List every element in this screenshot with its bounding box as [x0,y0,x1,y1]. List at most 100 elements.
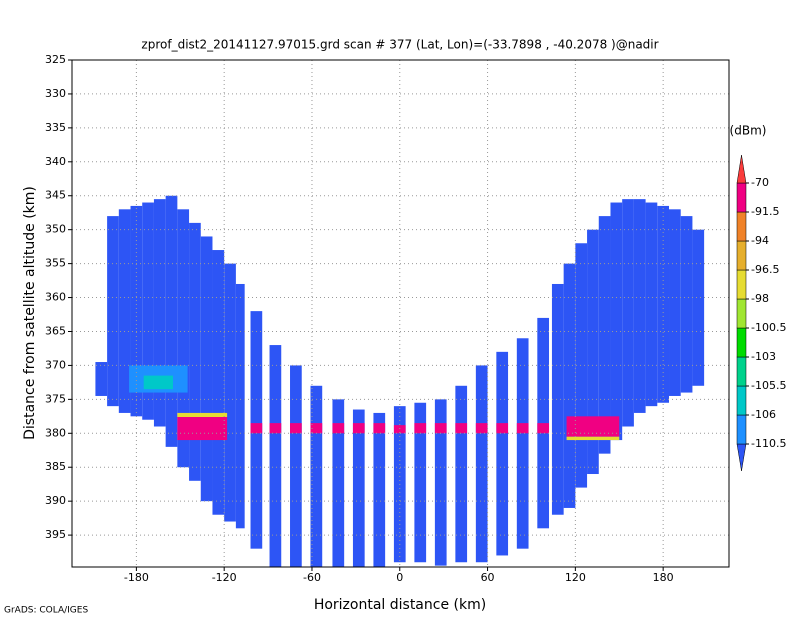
colorbar-segment [736,414,747,445]
swath-cell [290,365,302,567]
swath-cell [130,205,143,417]
y-tick-label: 325 [45,53,66,66]
x-tick-label: -60 [303,571,321,584]
swath-cell [537,423,550,434]
swath-cell [537,317,550,529]
swath-cell [224,263,236,522]
swath-cell [434,423,447,434]
swath-cell [566,416,620,437]
colorbar-segment [736,211,747,242]
footer: GrADS: COLA/IGES [4,606,88,616]
y-tick-label: 365 [45,324,66,337]
colorbar-unit: (dBm) [730,124,767,138]
swath-cell [235,283,245,529]
swath-cell [622,199,634,427]
swath-cell [177,209,190,468]
colorbar-label: -98 [751,292,769,305]
x-tick-label: 180 [653,571,674,584]
y-tick-label: 355 [45,257,66,270]
colorbar-segment [736,182,747,213]
x-tick-label: 120 [565,571,586,584]
swath-cell [669,209,681,396]
colorbar-label: -105.5 [751,379,786,392]
swath-cell [455,423,468,434]
colorbar-label: -96.5 [751,263,779,276]
colorbar-label: -100.5 [751,321,786,334]
swath-cell [598,216,611,454]
colorbar-segment [736,298,747,329]
swath-cell [269,345,282,567]
swath-cell [516,423,529,434]
colorbar-label: -94 [751,234,769,247]
swath-cell [352,423,365,434]
colorbar-label: -110.5 [751,437,786,450]
colorbar-label: -106 [751,408,776,421]
swath-cell [645,202,658,407]
y-tick-label: 370 [45,358,66,371]
swath-cell [352,409,365,567]
swath-cell [310,385,323,567]
swath-cell [332,423,345,434]
swath-cell [200,236,213,502]
colorbar-segment [736,327,747,358]
swath-cell [189,222,201,481]
swath-cell [551,283,564,515]
swath-cell [332,399,345,567]
swath-cell [95,362,108,396]
colorbar-segment [736,240,747,271]
y-tick-label: 360 [45,291,66,304]
y-tick-label: 395 [45,528,66,541]
swath-cell [107,216,119,407]
swath-cell [516,338,529,549]
swath-cell [153,199,166,427]
swath-cell [587,229,599,475]
swath-cell [692,229,705,386]
x-tick-label: 60 [481,571,495,584]
swath-cell [212,250,225,515]
plot-frame [71,59,730,568]
y-tick-label: 340 [45,155,66,168]
swath-cell [496,351,509,556]
swath-cell [142,202,154,420]
swath-cell [610,202,623,441]
y-tick-label: 330 [45,87,66,100]
x-tick-label: -180 [124,571,149,584]
swath-cell [393,425,406,434]
y-tick-label: 375 [45,392,66,405]
swath-cell [475,365,488,563]
swath-cell [290,423,302,434]
colorbar-label: -91.5 [751,205,779,218]
colorbar-label: -103 [751,350,776,363]
colorbar-label: -70 [751,176,769,189]
swath-cell [118,209,131,413]
colorbar-triangle [736,443,747,472]
swath-cell [475,423,488,434]
y-tick-label: 350 [45,223,66,236]
y-tick-label: 380 [45,426,66,439]
swath-cell [414,423,427,434]
swath-cell [250,423,263,434]
swath-cell [165,195,178,447]
colorbar-segment [736,356,747,387]
colorbar-triangle [736,154,747,184]
swath-cell [310,423,323,434]
swath-cell [373,423,386,434]
y-tick-label: 385 [45,460,66,473]
swath-cell [414,402,427,563]
swath-cell [177,412,228,418]
swath-cell [373,412,386,567]
swath-cell [575,243,588,488]
y-axis-label: Distance from satellite altitude (km) [22,186,38,440]
swath-cell [496,423,509,434]
y-tick-label: 390 [45,494,66,507]
y-tick-label: 335 [45,121,66,134]
colorbar-segment [736,269,747,300]
swath-cell [680,216,693,393]
swath-cell [455,385,468,563]
swath-cell [563,263,576,508]
swath-cell [143,375,173,390]
swath-cell [566,436,620,441]
x-axis-label: Horizontal distance (km) [314,597,486,613]
